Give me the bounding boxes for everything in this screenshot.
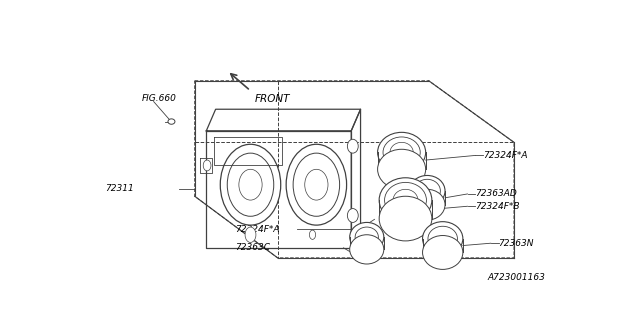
Ellipse shape <box>422 236 463 269</box>
Text: FIG.660: FIG.660 <box>142 94 177 103</box>
Ellipse shape <box>204 160 211 171</box>
Ellipse shape <box>385 182 426 218</box>
Text: 72311: 72311 <box>106 184 134 193</box>
Ellipse shape <box>378 149 426 189</box>
Text: FRONT: FRONT <box>254 94 290 104</box>
Ellipse shape <box>355 227 378 247</box>
Ellipse shape <box>348 139 358 153</box>
Ellipse shape <box>349 235 384 264</box>
Text: A723001163: A723001163 <box>487 273 545 282</box>
Text: 72324F*A: 72324F*A <box>235 225 280 234</box>
Ellipse shape <box>378 132 426 172</box>
Ellipse shape <box>379 178 432 222</box>
Ellipse shape <box>245 227 256 243</box>
Ellipse shape <box>227 153 274 216</box>
Ellipse shape <box>410 175 445 206</box>
Ellipse shape <box>168 119 175 124</box>
Text: 72363AD: 72363AD <box>476 189 517 198</box>
Ellipse shape <box>349 222 384 252</box>
Text: 72363C: 72363C <box>235 243 270 252</box>
Ellipse shape <box>293 153 340 216</box>
Ellipse shape <box>393 189 418 211</box>
Text: 72324F*A: 72324F*A <box>483 151 527 160</box>
Ellipse shape <box>309 230 316 239</box>
Ellipse shape <box>422 222 463 256</box>
Ellipse shape <box>414 179 440 203</box>
Ellipse shape <box>286 144 347 225</box>
Text: 72324F*B: 72324F*B <box>476 202 520 211</box>
Ellipse shape <box>220 144 281 225</box>
Ellipse shape <box>379 196 432 241</box>
Ellipse shape <box>390 142 413 162</box>
Ellipse shape <box>428 226 458 251</box>
Text: 72363N: 72363N <box>499 239 534 248</box>
Ellipse shape <box>239 169 262 200</box>
Ellipse shape <box>410 189 445 220</box>
Ellipse shape <box>305 169 328 200</box>
Ellipse shape <box>348 209 358 222</box>
Ellipse shape <box>383 137 420 168</box>
